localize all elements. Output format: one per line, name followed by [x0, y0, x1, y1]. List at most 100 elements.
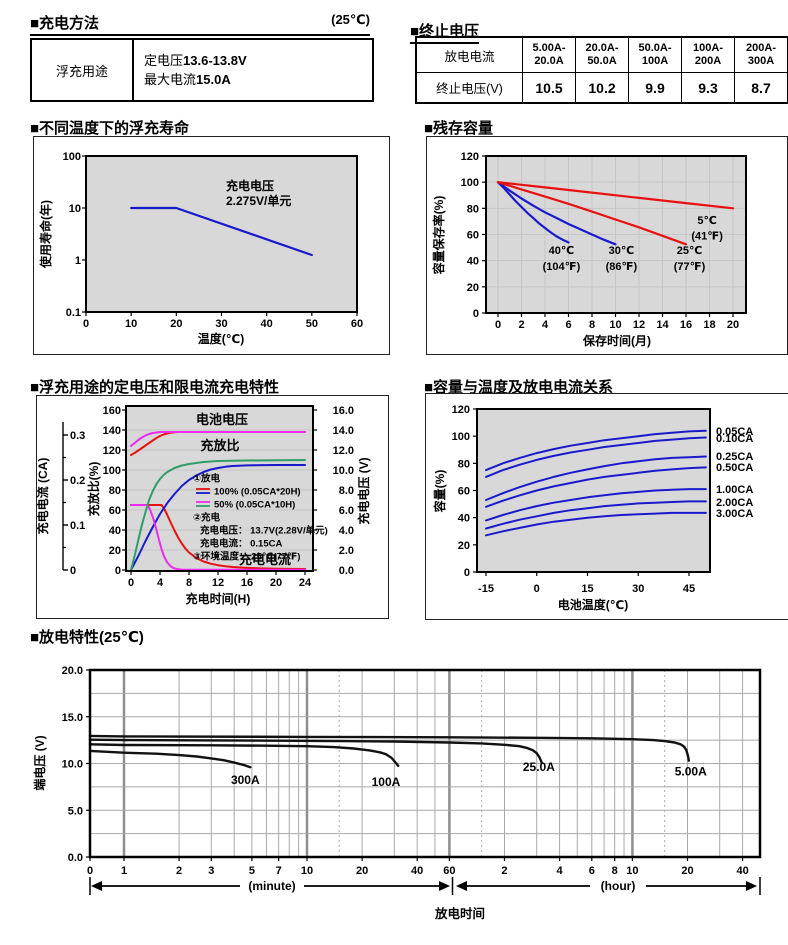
table-value: 8.7	[734, 72, 787, 102]
x-tick-label: 10	[125, 318, 137, 330]
chart-label: 40℃	[549, 245, 575, 257]
section-title: ■充电方法	[30, 15, 100, 32]
y-tick-label: 80	[458, 458, 470, 470]
time-unit-label: (minute)	[248, 879, 295, 893]
series-40C	[496, 181, 570, 244]
y-tick-label: 10	[69, 203, 81, 215]
series-0.10CA	[485, 436, 707, 478]
plot-area	[126, 406, 313, 571]
x-tick-label: 12	[212, 577, 224, 589]
section-header-cutoff-voltage: ■终止电压	[410, 20, 480, 44]
x-tick-label: 5	[249, 865, 255, 877]
capacity-temperature-chart: -15 0 15 30 45 0 20 40 60 80 100 120 电池温度(℃) 容量(%) 0.0…	[432, 404, 753, 612]
y-tick-label: 20	[467, 282, 479, 294]
x-tick-label: 40	[411, 865, 423, 877]
x-tick-label: 8	[186, 577, 192, 589]
x-tick-label: 0	[128, 577, 134, 589]
y-tick-label: 0.1	[66, 307, 81, 319]
chart-label: 0.05CA	[716, 426, 753, 438]
chart-label: 电池温度(℃)	[558, 597, 629, 612]
x-tick-label: 3	[208, 865, 214, 877]
y-tick-label: 20.0	[62, 665, 83, 677]
capacity-temperature-chart-frame: -15 0 15 30 45 0 20 40 60 80 100 120 电池温度(℃) 容量(%) 0.0…	[425, 393, 788, 620]
series-30C	[496, 181, 617, 246]
table-col-header: 20.0A- 50.0A	[575, 38, 628, 72]
chart-label: 充电时间(H)	[186, 591, 251, 606]
x-axis-title: 放电时间	[434, 906, 485, 921]
ca-tick-label: 0.2	[70, 475, 85, 487]
series-ratio-50	[130, 459, 306, 571]
section-header-residual-capacity: ■残存容量	[424, 120, 494, 137]
residual-capacity-chart-frame: 0 2 4 6 8 10 12 14 16 18 20 0 20 40 60 80 100 120 保存时间(月) 容…	[426, 136, 788, 355]
x-tick-label: 30	[215, 318, 227, 330]
y-tick-label: 15.0	[62, 712, 83, 724]
cutoff-voltage-table: 放电电流 5.00A- 20.0A 20.0A- 50.0A 50.0A- 10…	[415, 36, 788, 104]
series-0.25CA	[485, 455, 707, 501]
series-25C	[496, 181, 688, 246]
chart-label: (86℉)	[606, 261, 638, 273]
chart-label: 0.50CA	[716, 462, 753, 474]
y-tick-label: 20	[458, 540, 470, 552]
arrow-head	[456, 881, 467, 891]
table-value: 10.2	[575, 72, 628, 102]
series-1.00CA	[485, 488, 707, 522]
x-tick-label: 20	[270, 577, 282, 589]
legend-text: ③环境温度： 25℃(77℉)	[193, 551, 300, 563]
chart-label: 30℃	[609, 245, 635, 257]
constant-voltage-line: 定电压13.6-13.8V	[144, 53, 247, 68]
time-unit-label: (hour)	[601, 879, 636, 893]
y-tick-label: 60	[467, 230, 479, 242]
y-tick-label: 100	[452, 431, 470, 443]
chart-label: 100A	[372, 775, 401, 789]
table-col-header: 100A- 200A	[681, 38, 734, 72]
y-tick-label: 100	[461, 177, 479, 189]
table-col-header: 5.00A- 20.0A	[522, 38, 575, 72]
chart-label: (41℉)	[691, 231, 723, 243]
x-tick-label: 14	[656, 319, 669, 331]
table-row-label: 终止电压(V)	[417, 72, 522, 102]
x-tick-label: 40	[261, 318, 273, 330]
legend-text: ①放电	[193, 473, 221, 485]
x-tick-label: 10	[626, 865, 638, 877]
chart-label: 1.00CA	[716, 484, 753, 496]
chart-label: 2.275V/单元	[226, 193, 291, 208]
x-tick-label: 6	[565, 319, 571, 331]
chart-label: 5℃	[697, 215, 716, 227]
y-tick-label: 100	[63, 151, 81, 163]
legend-text: 50% (0.05CA*10H)	[214, 500, 295, 511]
series-float-life	[130, 206, 313, 257]
arrow-head	[91, 881, 102, 891]
x-tick-label: 2	[176, 865, 182, 877]
y-tick-label: 120	[103, 445, 121, 457]
y-tick-label: 80	[109, 485, 121, 497]
x-tick-label: 10	[301, 865, 313, 877]
y-tick-label: 40	[109, 525, 121, 537]
residual-capacity-chart: 0 2 4 6 8 10 12 14 16 18 20 0 20 40 60 80 100 120 保存时间(月) 容…	[431, 151, 747, 348]
series-0.50CA	[485, 466, 707, 508]
x-tick-label: 20	[356, 865, 368, 877]
ca-tick-label: 0.3	[70, 430, 85, 442]
series-25.0A	[88, 738, 543, 765]
series-5C	[496, 181, 735, 210]
y-tick-label: 120	[461, 151, 479, 163]
y2-tick-label: 16.0	[333, 405, 354, 417]
float-life-chart: 0 10 20 30 40 50 60 100 10 1 0.1 温度(℃) 使用寿命(年) 充电电压2.…	[38, 151, 363, 346]
series-0.05CA	[485, 429, 707, 472]
x-tick-label: 40	[736, 865, 748, 877]
x-tick-label: 4	[557, 865, 564, 877]
x-tick-label: 2	[518, 319, 524, 331]
x-tick-label: 18	[703, 319, 715, 331]
chart-label: 充放比(%)	[86, 462, 101, 517]
section-header-discharge-characteristics: ■放电特性(25℃)	[30, 629, 144, 646]
y-tick-label: 80	[467, 203, 479, 215]
chart-label: 容量保存率(%)	[431, 196, 446, 276]
chart-label: 使用寿命(年)	[38, 200, 53, 269]
chart-label: 0.10CA	[716, 433, 753, 445]
table-col-header: 50.0A- 100A	[628, 38, 681, 72]
x-tick-label: 2	[501, 865, 507, 877]
y-tick-label: 10.0	[62, 759, 83, 771]
y-tick-label: 140	[103, 425, 121, 437]
x-tick-label: 8	[589, 319, 595, 331]
table-col-header: 200A- 300A	[734, 38, 787, 72]
table-value: 9.9	[628, 72, 681, 102]
